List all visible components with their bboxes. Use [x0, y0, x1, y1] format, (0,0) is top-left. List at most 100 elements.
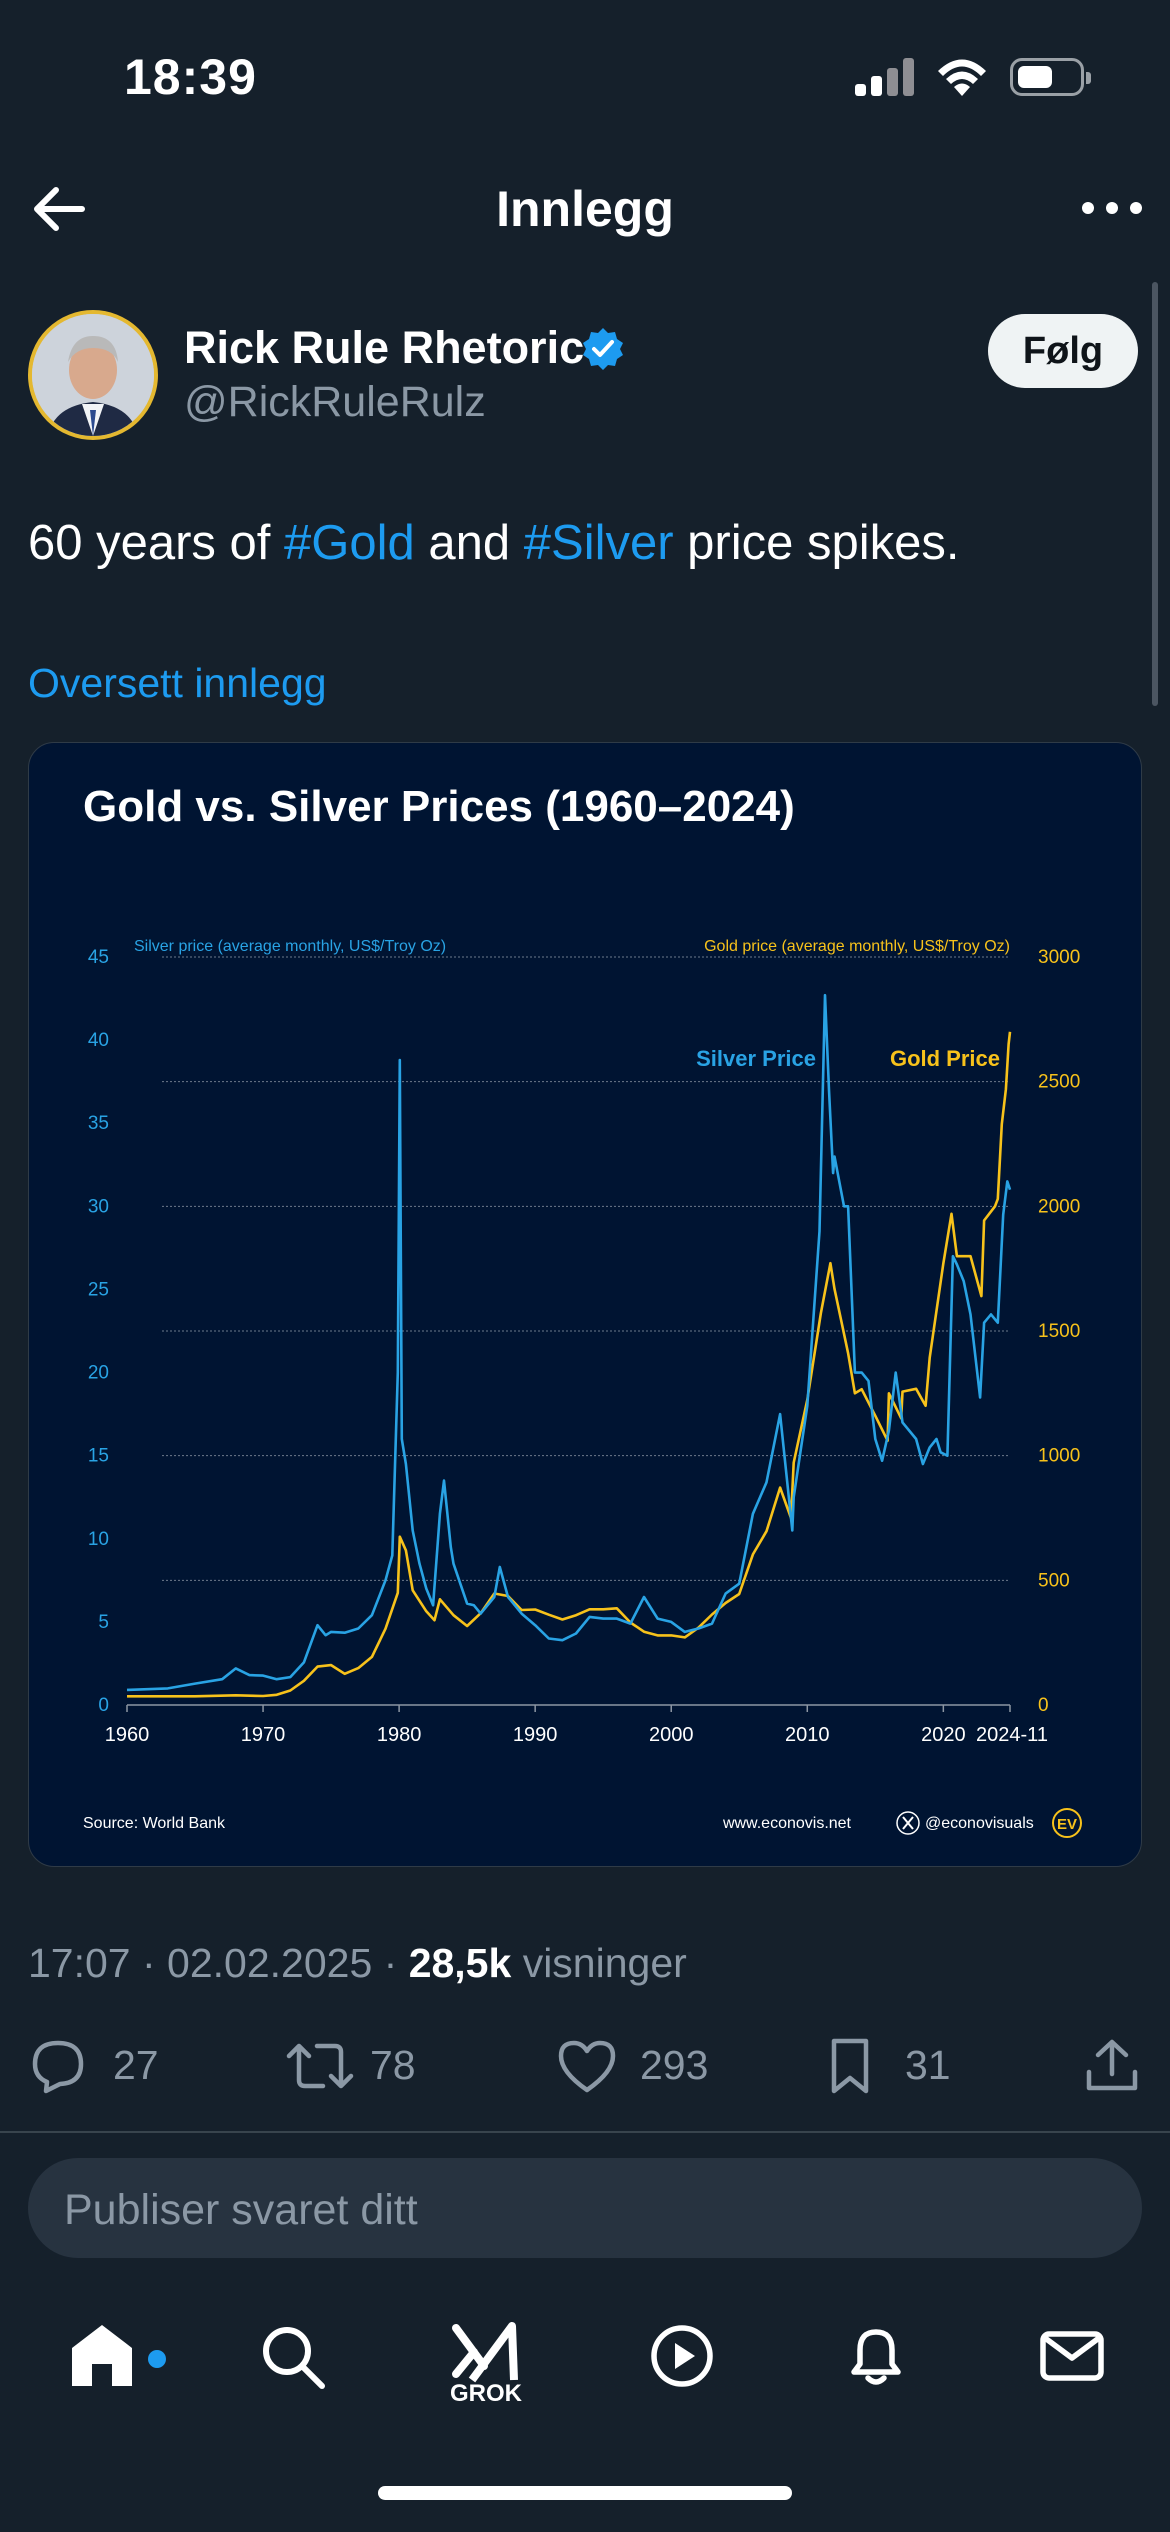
tab-grok[interactable] — [436, 2320, 536, 2430]
repost-button[interactable]: 78 — [285, 2020, 435, 2112]
messages-icon — [1040, 2331, 1104, 2381]
more-horizontal-icon[interactable] — [1082, 198, 1142, 218]
left-tick-label: 0 — [98, 1695, 109, 1716]
like-icon — [558, 2040, 616, 2093]
post-text-part: and — [414, 516, 524, 570]
x-tick-label: 1970 — [241, 1724, 286, 1746]
post-text-part: 60 years of — [28, 516, 285, 570]
reply-button[interactable]: 27 — [28, 2020, 178, 2112]
share-icon — [1086, 2039, 1138, 2091]
x-tick-label: 2000 — [649, 1724, 694, 1746]
divider — [0, 2131, 1170, 2133]
post-text: 60 years of #Gold and #Silver price spik… — [28, 515, 960, 571]
search-icon — [263, 2327, 325, 2389]
video-icon — [651, 2325, 713, 2387]
status-time: 18:39 — [124, 49, 257, 105]
post-date: 02.02.2025 — [167, 1940, 373, 1986]
cellular-signal-icon — [855, 58, 915, 96]
views-count: 28,5k — [408, 1940, 512, 1986]
chart-source: Source: World Bank — [83, 1815, 226, 1832]
x-tick-label: 2010 — [785, 1724, 830, 1746]
right-tick-label: 1000 — [1038, 1446, 1080, 1467]
bookmark-count: 31 — [905, 2042, 951, 2088]
price-chart: Gold vs. Silver Prices (1960–2024) Silve… — [83, 782, 1082, 1838]
left-tick-label: 5 — [98, 1612, 109, 1633]
x-tick-label: 1980 — [377, 1724, 422, 1746]
reply-placeholder: Publiser svaret ditt — [64, 2186, 418, 2234]
scrollbar[interactable] — [1152, 282, 1158, 706]
bookmark-icon — [831, 2038, 869, 2094]
right-tick-label: 2000 — [1038, 1196, 1080, 1217]
silver-series-label: Silver Price — [696, 1046, 816, 1071]
arrow-left-icon[interactable] — [28, 178, 90, 240]
author-handle[interactable]: @RickRuleRulz — [184, 378, 486, 426]
x-tick-label: 2024-11 — [976, 1724, 1048, 1746]
verified-badge-icon — [583, 328, 623, 370]
left-tick-label: 35 — [88, 1113, 109, 1134]
follow-button[interactable]: Følg — [988, 314, 1138, 388]
tab-messages[interactable] — [1022, 2320, 1122, 2430]
grok-label: GROK — [450, 2380, 522, 2407]
notification-dot — [148, 2350, 166, 2368]
right-tick-label: 0 — [1038, 1695, 1049, 1716]
left-tick-label: 25 — [88, 1279, 109, 1300]
tab-search[interactable] — [242, 2320, 342, 2430]
repost-count: 78 — [370, 2042, 416, 2088]
hashtag-gold[interactable]: #Gold — [284, 516, 415, 570]
left-tick-label: 10 — [88, 1529, 109, 1550]
left-axis-label: Silver price (average monthly, US$/Troy … — [134, 938, 446, 955]
notifications-icon — [851, 2329, 901, 2385]
translate-post-link[interactable]: Oversett innlegg — [28, 660, 327, 706]
like-count: 293 — [640, 2042, 709, 2088]
share-button[interactable] — [1082, 2020, 1142, 2112]
x-tick-label: 1990 — [513, 1724, 558, 1746]
x-tick-label: 1960 — [105, 1724, 150, 1746]
right-tick-label: 2500 — [1038, 1072, 1080, 1093]
reply-count: 27 — [113, 2042, 159, 2088]
post-time: 17:07 — [28, 1940, 131, 1986]
views-label: visninger — [522, 1940, 687, 1986]
post-meta: 17:07 · 02.02.2025 · 28,5k visninger — [28, 1940, 687, 1986]
tab-notifications[interactable] — [826, 2320, 926, 2430]
right-tick-label: 500 — [1038, 1570, 1070, 1591]
home-icon — [72, 2325, 132, 2386]
grok-icon — [452, 2322, 518, 2383]
chart-title: Gold vs. Silver Prices (1960–2024) — [83, 782, 795, 831]
wifi-icon — [938, 59, 986, 96]
tab-video[interactable] — [632, 2320, 732, 2430]
right-tick-label: 1500 — [1038, 1321, 1080, 1342]
reply-input[interactable]: Publiser svaret ditt — [28, 2158, 1142, 2258]
page-title: Innlegg — [496, 181, 674, 237]
silver-price-line — [126, 993, 1012, 1692]
author-name[interactable]: Rick Rule Rhetoric — [184, 322, 585, 373]
chart-website: www.econovis.net — [722, 1815, 852, 1832]
econovis-logo-icon: EV — [1052, 1808, 1082, 1838]
gold-price-line — [127, 1031, 1012, 1698]
post-media-chart[interactable]: Gold vs. Silver Prices (1960–2024) Silve… — [28, 742, 1142, 1867]
gold-series-label: Gold Price — [890, 1046, 1000, 1071]
right-axis-label: Gold price (average monthly, US$/Troy Oz… — [704, 938, 1010, 955]
x-logo-icon — [896, 1811, 920, 1835]
svg-text:EV: EV — [1057, 1816, 1077, 1833]
home-indicator[interactable] — [378, 2486, 792, 2500]
post-text-part: price spikes. — [673, 516, 960, 570]
battery-icon — [1010, 58, 1091, 96]
avatar[interactable] — [28, 310, 158, 440]
left-tick-label: 30 — [88, 1196, 109, 1217]
tab-home[interactable] — [52, 2320, 166, 2430]
repost-icon — [286, 2043, 354, 2089]
bookmark-button[interactable]: 31 — [820, 2020, 970, 2112]
status-bar: 18:39 — [0, 0, 1170, 150]
left-tick-label: 40 — [88, 1030, 109, 1051]
left-tick-label: 20 — [88, 1363, 109, 1384]
right-tick-label: 3000 — [1038, 947, 1080, 968]
hashtag-silver[interactable]: #Silver — [523, 516, 674, 570]
tab-bar: GROK — [0, 2280, 1170, 2480]
like-button[interactable]: 293 — [555, 2020, 725, 2112]
reply-icon — [32, 2040, 84, 2094]
left-tick-label: 15 — [88, 1446, 109, 1467]
nav-header: Innlegg — [0, 150, 1170, 265]
chart-x-handle: @econovisuals — [925, 1815, 1034, 1832]
x-tick-label: 2020 — [921, 1724, 966, 1746]
left-tick-label: 45 — [88, 947, 109, 968]
